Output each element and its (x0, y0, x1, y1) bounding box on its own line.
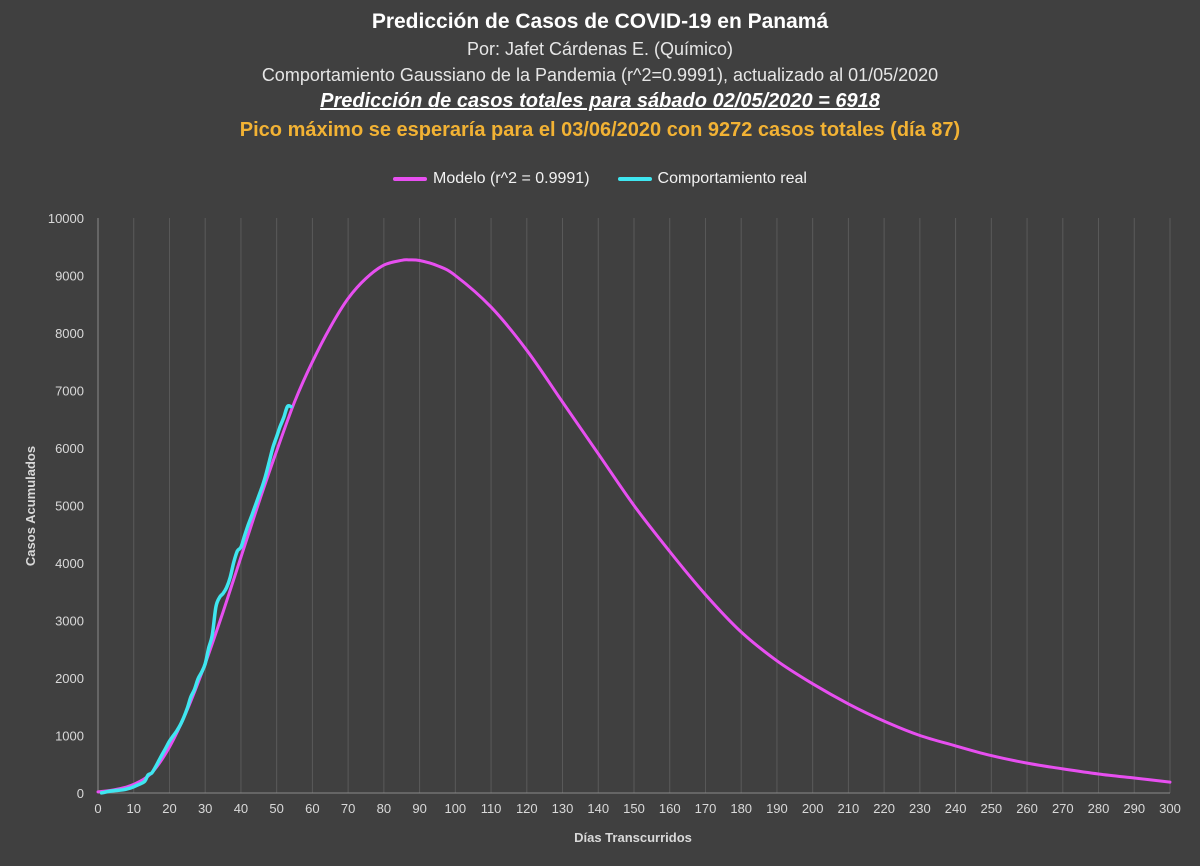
x-tick-label: 150 (623, 801, 645, 816)
y-tick-label: 7000 (55, 384, 84, 399)
y-tick-label: 6000 (55, 441, 84, 456)
x-tick-label: 10 (126, 801, 140, 816)
x-tick-label: 240 (945, 801, 967, 816)
x-tick-label: 260 (1016, 801, 1038, 816)
x-tick-label: 180 (730, 801, 752, 816)
grid-lines (97, 218, 1171, 794)
y-tick-label: 1000 (55, 729, 84, 744)
x-tick-label: 140 (587, 801, 609, 816)
x-tick-label: 230 (909, 801, 931, 816)
x-tick-label: 160 (659, 801, 681, 816)
series-line-real (99, 404, 293, 795)
y-tick-label: 2000 (55, 671, 84, 686)
legend-label-real: Comportamiento real (657, 170, 807, 187)
legend-item-model: Modelo (r^2 = 0.9991) (393, 170, 590, 188)
x-tick-label: 20 (162, 801, 176, 816)
x-tick-label: 120 (516, 801, 538, 816)
y-tick-label: 10000 (48, 211, 84, 226)
y-tick-label: 5000 (55, 499, 84, 514)
series-line-model (96, 258, 1172, 794)
chart-subtitle: Comportamiento Gaussiano de la Pandemia … (261, 65, 939, 85)
x-tick-label: 220 (873, 801, 895, 816)
x-tick-label: 50 (269, 801, 283, 816)
x-tick-label: 280 (1088, 801, 1110, 816)
x-tick-label: 210 (838, 801, 860, 816)
y-axis-label: Casos Acumulados (23, 446, 38, 566)
x-tick-label: 270 (1052, 801, 1074, 816)
x-tick-labels: 0 10 20 30 40 50 60 70 80 90 100 110 120 130 140 150 160… (94, 801, 1180, 816)
y-tick-label: 9000 (55, 269, 84, 284)
prediction-line: Predicción de casos totales para sábado … (320, 90, 880, 112)
x-tick-label: 130 (552, 801, 574, 816)
x-tick-label: 0 (94, 801, 101, 816)
x-tick-label: 60 (305, 801, 319, 816)
x-tick-label: 300 (1159, 801, 1181, 816)
x-tick-label: 90 (412, 801, 426, 816)
y-tick-label: 4000 (55, 556, 84, 571)
x-tick-label: 170 (695, 801, 717, 816)
series-lines (96, 258, 1172, 795)
x-axis-label: Días Transcurridos (574, 830, 692, 845)
x-tick-label: 250 (980, 801, 1002, 816)
x-tick-label: 30 (198, 801, 212, 816)
y-tick-label: 8000 (55, 326, 84, 341)
legend-item-real: Comportamiento real (617, 170, 807, 188)
x-tick-label: 100 (444, 801, 466, 816)
chart-titles: Predicción de Casos de COVID-19 en Panam… (0, 8, 1200, 145)
chart-title: Predicción de Casos de COVID-19 en Panam… (371, 10, 829, 33)
y-tick-label: 3000 (55, 614, 84, 629)
x-tick-label: 290 (1123, 801, 1145, 816)
x-tick-label: 40 (234, 801, 248, 816)
peak-line: Pico máximo se esperaría para el 03/06/2… (239, 119, 961, 141)
y-tick-labels: 0 1000 2000 3000 4000 5000 6000 7000 8000 9000 100… (48, 211, 84, 801)
legend-swatch-real (617, 177, 652, 181)
x-tick-label: 70 (341, 801, 355, 816)
legend-label-model: Modelo (r^2 = 0.9991) (433, 170, 590, 187)
x-tick-label: 190 (766, 801, 788, 816)
x-tick-label: 110 (481, 801, 502, 816)
chart-author: Por: Jafet Cárdenas E. (Químico) (466, 39, 734, 59)
legend-swatch-model (393, 177, 428, 181)
x-tick-label: 80 (377, 801, 391, 816)
x-tick-label: 200 (802, 801, 824, 816)
chart-legend: Modelo (r^2 = 0.9991) Comportamiento rea… (0, 170, 1200, 188)
y-tick-label: 0 (77, 786, 84, 801)
